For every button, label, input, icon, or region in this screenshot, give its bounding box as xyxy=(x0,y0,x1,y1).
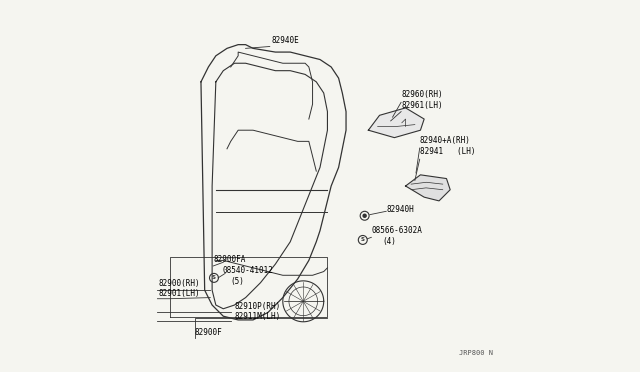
Text: 82940+A(RH): 82940+A(RH) xyxy=(420,136,470,145)
Text: JRP800 N: JRP800 N xyxy=(459,350,493,356)
Text: (4): (4) xyxy=(383,237,396,246)
Text: 82900(RH): 82900(RH) xyxy=(158,279,200,288)
Text: 82940E: 82940E xyxy=(271,36,300,45)
Polygon shape xyxy=(369,108,424,138)
Text: 08540-41012: 08540-41012 xyxy=(223,266,273,275)
Text: 82901(LH): 82901(LH) xyxy=(158,289,200,298)
Text: 82941   (LH): 82941 (LH) xyxy=(420,147,475,156)
Text: 08566-6302A: 08566-6302A xyxy=(371,226,422,235)
Polygon shape xyxy=(406,175,450,201)
Text: 82911M(LH): 82911M(LH) xyxy=(234,312,281,321)
Text: S: S xyxy=(212,275,216,280)
Text: 82900FA: 82900FA xyxy=(213,255,246,264)
Text: (5): (5) xyxy=(231,277,244,286)
Text: 82960(RH): 82960(RH) xyxy=(402,90,444,99)
Text: S: S xyxy=(361,237,365,243)
Text: 82910P(RH): 82910P(RH) xyxy=(234,302,281,311)
Text: 82940H: 82940H xyxy=(387,205,415,214)
Circle shape xyxy=(362,214,367,218)
Text: 82961(LH): 82961(LH) xyxy=(402,101,444,110)
Text: 82900F: 82900F xyxy=(195,328,222,337)
